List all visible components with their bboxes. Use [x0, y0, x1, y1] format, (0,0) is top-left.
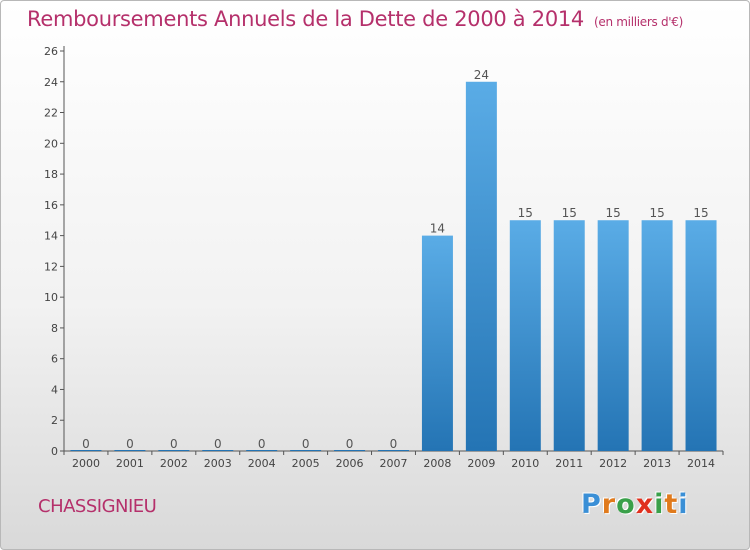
data-label: 15: [693, 206, 708, 220]
logo-letter: i: [654, 489, 665, 520]
x-tick-label: 2004: [248, 457, 276, 470]
y-tick-label: 12: [44, 260, 58, 273]
x-tick-label: 2008: [423, 457, 451, 470]
chart-title: Remboursements Annuels de la Dette de 20…: [27, 7, 683, 31]
logo-letter: o: [616, 489, 636, 520]
bar: [465, 81, 497, 452]
y-tick-label: 20: [44, 137, 58, 150]
x-tick-label: 2009: [467, 457, 495, 470]
data-label: 14: [430, 222, 445, 236]
x-tick-label: 2001: [116, 457, 144, 470]
data-label: 15: [606, 206, 621, 220]
y-tick-label: 18: [44, 168, 58, 181]
chart-title-text: Remboursements Annuels de la Dette de 20…: [27, 7, 584, 31]
data-label: 15: [518, 206, 533, 220]
data-label: 0: [170, 437, 178, 451]
data-label: 24: [474, 68, 489, 82]
x-tick-label: 2010: [511, 457, 539, 470]
y-tick-label: 8: [51, 322, 58, 335]
data-label: 0: [390, 437, 398, 451]
x-tick-label: 2012: [599, 457, 627, 470]
x-tick-label: 2013: [643, 457, 671, 470]
logo-letter: r: [601, 489, 617, 520]
logo-letter: t: [664, 489, 679, 520]
data-label: 0: [302, 437, 310, 451]
data-label: 0: [126, 437, 134, 451]
x-tick-label: 2014: [687, 457, 715, 470]
logo-letter: i: [678, 489, 689, 520]
data-label: 0: [214, 437, 222, 451]
y-tick-label: 26: [44, 45, 58, 58]
chart-subtitle: (en milliers d'€): [594, 15, 684, 29]
x-tick-label: 2007: [380, 457, 408, 470]
data-label: 0: [82, 437, 90, 451]
bar: [597, 220, 629, 451]
y-tick-label: 2: [51, 414, 58, 427]
y-tick-label: 6: [51, 353, 58, 366]
bar: [641, 220, 673, 451]
y-tick-label: 4: [51, 383, 58, 396]
x-tick-label: 2005: [292, 457, 320, 470]
data-label: 0: [258, 437, 266, 451]
x-tick-label: 2011: [555, 457, 583, 470]
data-label: 0: [346, 437, 354, 451]
y-tick-label: 22: [44, 107, 58, 120]
bar: [685, 220, 717, 451]
data-label: 15: [649, 206, 664, 220]
x-tick-label: 2002: [160, 457, 188, 470]
x-tick-label: 2003: [204, 457, 232, 470]
logo-letter: x: [635, 489, 655, 520]
bar: [421, 235, 453, 451]
proxiti-logo: Proxiti: [581, 489, 689, 520]
y-tick-label: 0: [51, 445, 58, 458]
y-tick-label: 24: [44, 76, 58, 89]
town-name: CHASSIGNIEU: [38, 496, 157, 517]
x-tick-label: 2006: [336, 457, 364, 470]
data-label: 15: [562, 206, 577, 220]
bar: [553, 220, 585, 451]
x-tick-label: 2000: [72, 457, 100, 470]
bar: [509, 220, 541, 451]
y-tick-label: 16: [44, 199, 58, 212]
logo-letter: P: [581, 489, 602, 520]
y-tick-label: 10: [44, 291, 58, 304]
y-tick-label: 14: [44, 230, 58, 243]
